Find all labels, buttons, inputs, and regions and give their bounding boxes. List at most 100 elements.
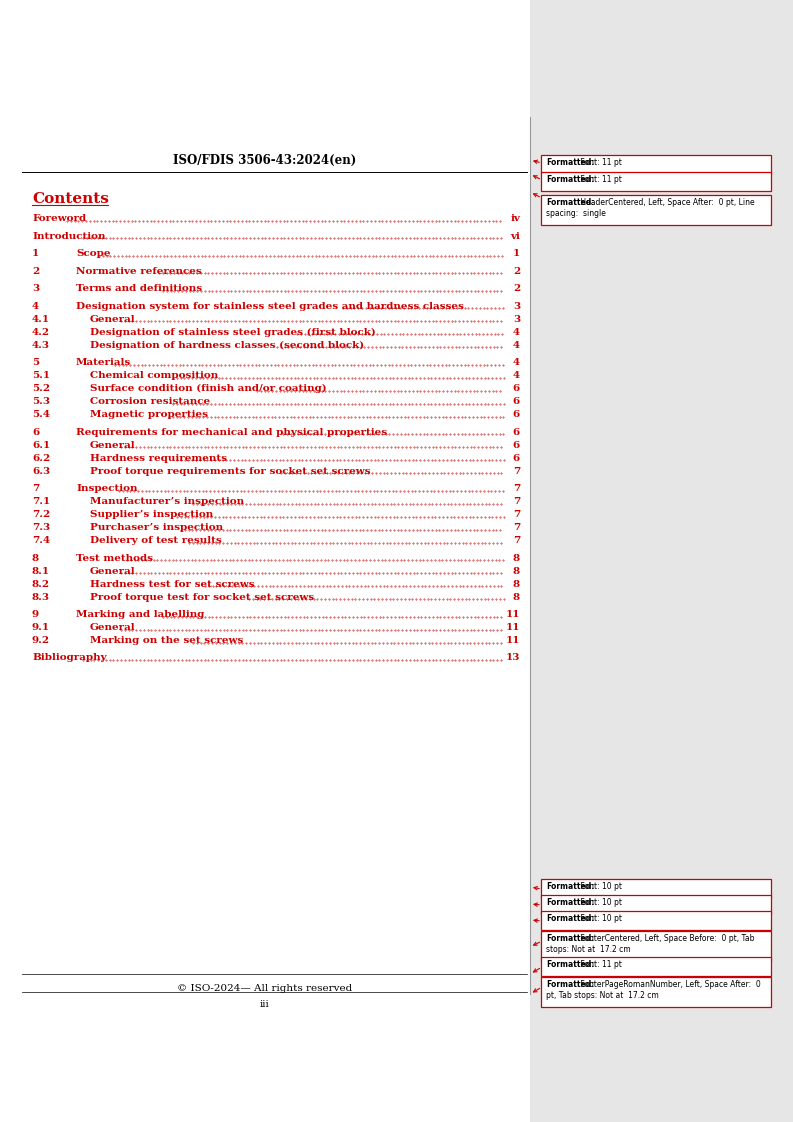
Text: 6.1: 6.1 bbox=[32, 441, 50, 450]
FancyBboxPatch shape bbox=[541, 977, 771, 1008]
Text: Requirements for mechanical and physical properties: Requirements for mechanical and physical… bbox=[76, 427, 387, 436]
Text: Font: 10 pt: Font: 10 pt bbox=[577, 882, 622, 891]
Text: Purchaser’s inspection: Purchaser’s inspection bbox=[90, 523, 223, 532]
Text: Bibliography: Bibliography bbox=[32, 653, 106, 662]
Text: iii: iii bbox=[260, 1000, 270, 1009]
Text: Terms and definitions: Terms and definitions bbox=[76, 284, 202, 293]
Text: 7.4: 7.4 bbox=[32, 536, 50, 545]
Text: Formatted:: Formatted: bbox=[546, 914, 595, 923]
Text: Font: 10 pt: Font: 10 pt bbox=[577, 914, 622, 923]
Text: Magnetic properties: Magnetic properties bbox=[90, 410, 208, 419]
Text: Supplier’s inspection: Supplier’s inspection bbox=[90, 511, 213, 519]
Text: 5.3: 5.3 bbox=[32, 397, 50, 406]
Text: 8: 8 bbox=[513, 553, 520, 562]
Text: 7.2: 7.2 bbox=[32, 511, 50, 519]
Text: 2: 2 bbox=[513, 267, 520, 276]
Text: 6: 6 bbox=[513, 384, 520, 393]
Text: Formatted:: Formatted: bbox=[546, 158, 595, 167]
Text: Chemical composition: Chemical composition bbox=[90, 371, 218, 380]
Text: 6: 6 bbox=[513, 410, 520, 419]
Text: Contents: Contents bbox=[32, 192, 109, 206]
Text: General: General bbox=[90, 567, 136, 576]
Text: stops: Not at  17.2 cm: stops: Not at 17.2 cm bbox=[546, 945, 630, 954]
Text: 1: 1 bbox=[32, 249, 39, 258]
Text: 4: 4 bbox=[513, 340, 520, 349]
FancyBboxPatch shape bbox=[541, 911, 771, 930]
Text: Formatted:: Formatted: bbox=[546, 980, 595, 988]
Text: pt, Tab stops: Not at  17.2 cm: pt, Tab stops: Not at 17.2 cm bbox=[546, 991, 659, 1000]
Text: 6: 6 bbox=[32, 427, 39, 436]
Text: General: General bbox=[90, 623, 136, 632]
FancyBboxPatch shape bbox=[541, 957, 771, 976]
Text: ISO/FDIS 3506-43:2024(en): ISO/FDIS 3506-43:2024(en) bbox=[174, 154, 357, 166]
Text: 4.3: 4.3 bbox=[32, 340, 50, 349]
Text: 11: 11 bbox=[505, 610, 520, 619]
Text: 4: 4 bbox=[513, 328, 520, 337]
Text: Formatted:: Formatted: bbox=[546, 175, 595, 184]
FancyBboxPatch shape bbox=[541, 172, 771, 191]
Text: Font: 11 pt: Font: 11 pt bbox=[577, 960, 622, 969]
Text: 9: 9 bbox=[32, 610, 39, 619]
Text: FooterPageRomanNumber, Left, Space After:  0: FooterPageRomanNumber, Left, Space After… bbox=[577, 980, 760, 988]
Text: Inspection: Inspection bbox=[76, 484, 137, 493]
Text: 9.2: 9.2 bbox=[32, 636, 50, 645]
Text: Font: 11 pt: Font: 11 pt bbox=[577, 158, 622, 167]
Text: 8: 8 bbox=[513, 592, 520, 601]
Text: 9.1: 9.1 bbox=[32, 623, 50, 632]
Text: vi: vi bbox=[510, 231, 520, 240]
Bar bbox=[530, 0, 793, 1122]
Text: 6: 6 bbox=[513, 397, 520, 406]
FancyBboxPatch shape bbox=[541, 931, 771, 962]
Text: spacing:  single: spacing: single bbox=[546, 209, 606, 218]
Text: 7: 7 bbox=[32, 484, 39, 493]
Text: Designation system for stainless steel grades and hardness classes: Designation system for stainless steel g… bbox=[76, 302, 464, 311]
Text: Designation of hardness classes (second block): Designation of hardness classes (second … bbox=[90, 340, 364, 350]
Text: 6.2: 6.2 bbox=[32, 453, 50, 462]
Text: Proof torque requirements for socket set screws: Proof torque requirements for socket set… bbox=[90, 467, 370, 476]
Text: 4: 4 bbox=[32, 302, 39, 311]
Text: Formatted:: Formatted: bbox=[546, 197, 595, 206]
Text: 5: 5 bbox=[32, 358, 39, 367]
Text: 3: 3 bbox=[513, 302, 520, 311]
Text: Test methods: Test methods bbox=[76, 553, 153, 562]
Text: 11: 11 bbox=[505, 636, 520, 645]
Text: 4.2: 4.2 bbox=[32, 328, 50, 337]
Text: 11: 11 bbox=[505, 623, 520, 632]
Text: 6: 6 bbox=[513, 441, 520, 450]
Text: 8: 8 bbox=[513, 579, 520, 589]
Text: FooterCentered, Left, Space Before:  0 pt, Tab: FooterCentered, Left, Space Before: 0 pt… bbox=[577, 934, 754, 942]
Text: 8.3: 8.3 bbox=[32, 592, 50, 601]
Text: 3: 3 bbox=[513, 314, 520, 323]
FancyBboxPatch shape bbox=[541, 879, 771, 898]
Text: Marking and labelling: Marking and labelling bbox=[76, 610, 205, 619]
Text: 7: 7 bbox=[513, 536, 520, 545]
Text: iv: iv bbox=[510, 214, 520, 223]
Text: Formatted:: Formatted: bbox=[546, 934, 595, 942]
Text: Font: 11 pt: Font: 11 pt bbox=[577, 175, 622, 184]
Text: HeaderCentered, Left, Space After:  0 pt, Line: HeaderCentered, Left, Space After: 0 pt,… bbox=[577, 197, 754, 206]
Text: Proof torque test for socket set screws: Proof torque test for socket set screws bbox=[90, 592, 314, 601]
Text: Hardness requirements: Hardness requirements bbox=[90, 453, 227, 462]
Text: 7: 7 bbox=[513, 484, 520, 493]
Text: 6: 6 bbox=[513, 453, 520, 462]
Text: © ISO‑2024— All rights reserved: © ISO‑2024— All rights reserved bbox=[178, 984, 353, 993]
FancyBboxPatch shape bbox=[541, 895, 771, 914]
Text: 4.1: 4.1 bbox=[32, 314, 50, 323]
Text: Scope: Scope bbox=[76, 249, 110, 258]
Text: Manufacturer’s inspection: Manufacturer’s inspection bbox=[90, 497, 244, 506]
Text: Corrosion resistance: Corrosion resistance bbox=[90, 397, 210, 406]
FancyBboxPatch shape bbox=[541, 155, 771, 174]
Text: 7: 7 bbox=[513, 523, 520, 532]
Text: Surface condition (finish and/or coating): Surface condition (finish and/or coating… bbox=[90, 384, 327, 393]
Text: 6.3: 6.3 bbox=[32, 467, 50, 476]
Text: Formatted:: Formatted: bbox=[546, 898, 595, 907]
Text: Formatted:: Formatted: bbox=[546, 882, 595, 891]
Text: 1: 1 bbox=[513, 249, 520, 258]
Text: 8: 8 bbox=[513, 567, 520, 576]
Text: 4: 4 bbox=[513, 358, 520, 367]
Text: Designation of stainless steel grades (first block): Designation of stainless steel grades (f… bbox=[90, 328, 376, 337]
FancyBboxPatch shape bbox=[541, 195, 771, 226]
Text: Marking on the set screws: Marking on the set screws bbox=[90, 636, 243, 645]
Text: Normative references: Normative references bbox=[76, 267, 201, 276]
Text: General: General bbox=[90, 314, 136, 323]
